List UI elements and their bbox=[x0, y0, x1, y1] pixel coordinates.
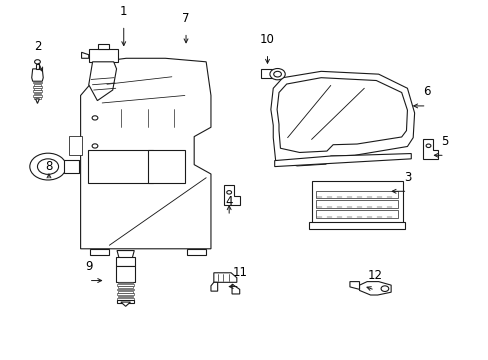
Polygon shape bbox=[232, 284, 239, 294]
Bar bbox=[34, 93, 41, 94]
Polygon shape bbox=[349, 282, 359, 289]
Bar bbox=[98, 44, 109, 49]
Bar bbox=[186, 249, 206, 255]
Bar bbox=[33, 95, 42, 96]
Polygon shape bbox=[210, 282, 217, 291]
Bar bbox=[118, 286, 133, 288]
Circle shape bbox=[269, 68, 285, 80]
Polygon shape bbox=[359, 282, 390, 295]
Polygon shape bbox=[121, 302, 130, 306]
Polygon shape bbox=[89, 62, 116, 100]
Circle shape bbox=[92, 116, 98, 120]
Polygon shape bbox=[81, 52, 89, 58]
Bar bbox=[311, 181, 402, 223]
Bar bbox=[118, 282, 133, 283]
Bar bbox=[308, 222, 404, 229]
Circle shape bbox=[38, 159, 59, 174]
Circle shape bbox=[380, 286, 388, 292]
Text: 6: 6 bbox=[422, 85, 429, 98]
Polygon shape bbox=[274, 154, 410, 167]
Polygon shape bbox=[224, 185, 239, 205]
Bar bbox=[118, 301, 133, 302]
Circle shape bbox=[425, 144, 430, 148]
Bar bbox=[118, 291, 133, 293]
Bar bbox=[316, 201, 397, 208]
Polygon shape bbox=[32, 69, 43, 81]
Bar bbox=[117, 300, 134, 303]
Polygon shape bbox=[81, 58, 210, 249]
Bar bbox=[34, 88, 41, 90]
Bar bbox=[316, 210, 397, 218]
Bar bbox=[117, 293, 134, 295]
Bar bbox=[88, 150, 153, 183]
Bar bbox=[316, 190, 397, 198]
Text: 2: 2 bbox=[34, 40, 41, 53]
Bar bbox=[64, 160, 79, 173]
Circle shape bbox=[273, 71, 281, 77]
Polygon shape bbox=[270, 71, 414, 166]
Bar bbox=[116, 257, 135, 266]
Text: 10: 10 bbox=[260, 33, 274, 46]
Bar bbox=[117, 284, 134, 285]
Bar bbox=[36, 64, 40, 69]
Bar bbox=[34, 84, 41, 86]
Bar bbox=[33, 86, 42, 88]
Text: 8: 8 bbox=[45, 160, 53, 173]
Bar bbox=[148, 150, 184, 183]
Text: 4: 4 bbox=[225, 195, 232, 208]
Polygon shape bbox=[213, 273, 236, 282]
Bar bbox=[33, 82, 42, 84]
Bar bbox=[118, 296, 133, 297]
Text: 12: 12 bbox=[366, 269, 382, 282]
Polygon shape bbox=[117, 251, 134, 258]
Circle shape bbox=[226, 190, 231, 194]
Bar bbox=[90, 249, 109, 255]
Text: 9: 9 bbox=[85, 260, 92, 273]
Bar bbox=[89, 49, 117, 62]
Bar bbox=[68, 136, 82, 155]
Text: 1: 1 bbox=[120, 5, 127, 18]
Text: 7: 7 bbox=[182, 12, 189, 25]
Text: 11: 11 bbox=[232, 266, 247, 279]
Text: 3: 3 bbox=[403, 171, 410, 184]
Bar bbox=[261, 69, 271, 78]
Bar bbox=[117, 298, 134, 300]
Circle shape bbox=[92, 144, 98, 148]
Bar bbox=[117, 289, 134, 290]
Circle shape bbox=[30, 153, 66, 180]
Text: 5: 5 bbox=[440, 135, 447, 148]
Bar bbox=[34, 97, 41, 99]
Polygon shape bbox=[422, 139, 437, 159]
Circle shape bbox=[35, 60, 41, 64]
Polygon shape bbox=[36, 99, 40, 103]
Polygon shape bbox=[116, 266, 135, 282]
Bar bbox=[33, 90, 42, 92]
